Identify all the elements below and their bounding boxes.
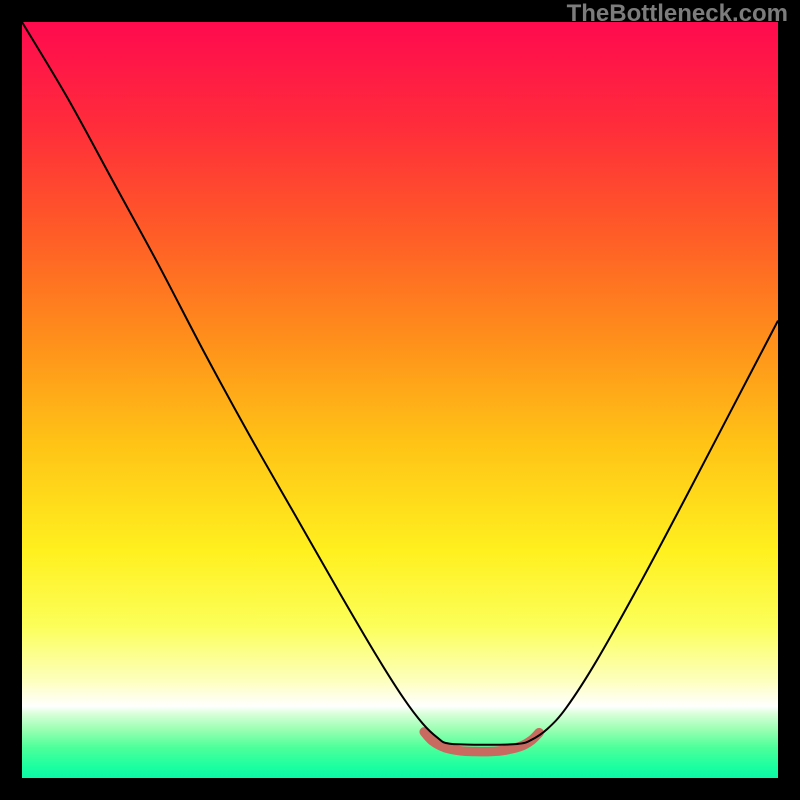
plot-area bbox=[22, 22, 778, 778]
chart-frame: TheBottleneck.com bbox=[0, 0, 800, 800]
plot-background bbox=[22, 22, 778, 778]
plot-svg bbox=[22, 22, 778, 778]
watermark-text: TheBottleneck.com bbox=[567, 0, 788, 28]
